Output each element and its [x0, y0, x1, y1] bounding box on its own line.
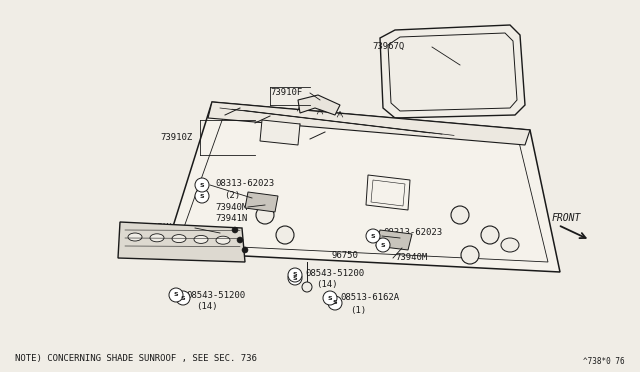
Circle shape	[481, 226, 499, 244]
Text: 08543-51200: 08543-51200	[186, 291, 245, 299]
Circle shape	[451, 206, 469, 224]
Text: S: S	[328, 295, 332, 301]
Text: S: S	[292, 276, 298, 280]
Circle shape	[323, 291, 337, 305]
Circle shape	[169, 288, 183, 302]
Circle shape	[276, 226, 294, 244]
Text: S: S	[200, 193, 204, 199]
Circle shape	[195, 178, 209, 192]
Text: (2): (2)	[392, 240, 408, 248]
Polygon shape	[376, 230, 412, 250]
Text: S: S	[371, 234, 375, 238]
Circle shape	[461, 246, 479, 264]
Polygon shape	[260, 120, 300, 145]
Text: 73910F: 73910F	[270, 87, 302, 96]
Text: 73941N: 73941N	[215, 214, 247, 222]
Text: (14): (14)	[316, 280, 337, 289]
Circle shape	[302, 282, 312, 292]
Text: NOTE) CONCERNING SHADE SUNROOF , SEE SEC. 736: NOTE) CONCERNING SHADE SUNROOF , SEE SEC…	[15, 353, 257, 362]
Ellipse shape	[128, 233, 142, 241]
Polygon shape	[118, 222, 245, 262]
Text: S: S	[180, 295, 186, 301]
Circle shape	[237, 237, 243, 243]
Text: S: S	[333, 301, 337, 305]
Text: (14): (14)	[196, 302, 218, 311]
Circle shape	[256, 206, 274, 224]
Text: 08513-6162A: 08513-6162A	[340, 294, 399, 302]
Circle shape	[328, 296, 342, 310]
Text: 08543-51200: 08543-51200	[305, 269, 364, 278]
Circle shape	[288, 268, 302, 282]
Polygon shape	[298, 95, 340, 115]
Text: 73967Q: 73967Q	[372, 42, 404, 51]
Circle shape	[242, 247, 248, 253]
Text: S: S	[381, 243, 385, 247]
Text: 73981N(LH): 73981N(LH)	[120, 234, 173, 243]
Ellipse shape	[501, 238, 519, 252]
Ellipse shape	[216, 236, 230, 244]
Text: 08313-62023: 08313-62023	[383, 228, 442, 237]
Ellipse shape	[194, 235, 208, 243]
Text: 73910Z: 73910Z	[160, 132, 192, 141]
Text: 73940M: 73940M	[395, 253, 428, 263]
Polygon shape	[245, 192, 278, 212]
Circle shape	[232, 227, 238, 233]
Circle shape	[195, 189, 209, 203]
Text: S: S	[292, 273, 298, 278]
Circle shape	[176, 291, 190, 305]
Circle shape	[288, 271, 302, 285]
Text: (2): (2)	[224, 190, 240, 199]
Circle shape	[376, 238, 390, 252]
Text: ^738*0 76: ^738*0 76	[584, 357, 625, 366]
Polygon shape	[165, 102, 560, 272]
Text: 73940M: 73940M	[215, 202, 247, 212]
Text: S: S	[173, 292, 179, 298]
Text: 08313-62023: 08313-62023	[215, 179, 274, 187]
Ellipse shape	[172, 235, 186, 243]
Ellipse shape	[150, 234, 164, 242]
Text: FRONT: FRONT	[552, 213, 581, 223]
Polygon shape	[208, 102, 530, 145]
Circle shape	[366, 229, 380, 243]
Text: S: S	[200, 183, 204, 187]
Text: (1): (1)	[350, 305, 366, 314]
Text: 96750: 96750	[332, 250, 359, 260]
Text: 73980N(RH): 73980N(RH)	[120, 222, 173, 231]
